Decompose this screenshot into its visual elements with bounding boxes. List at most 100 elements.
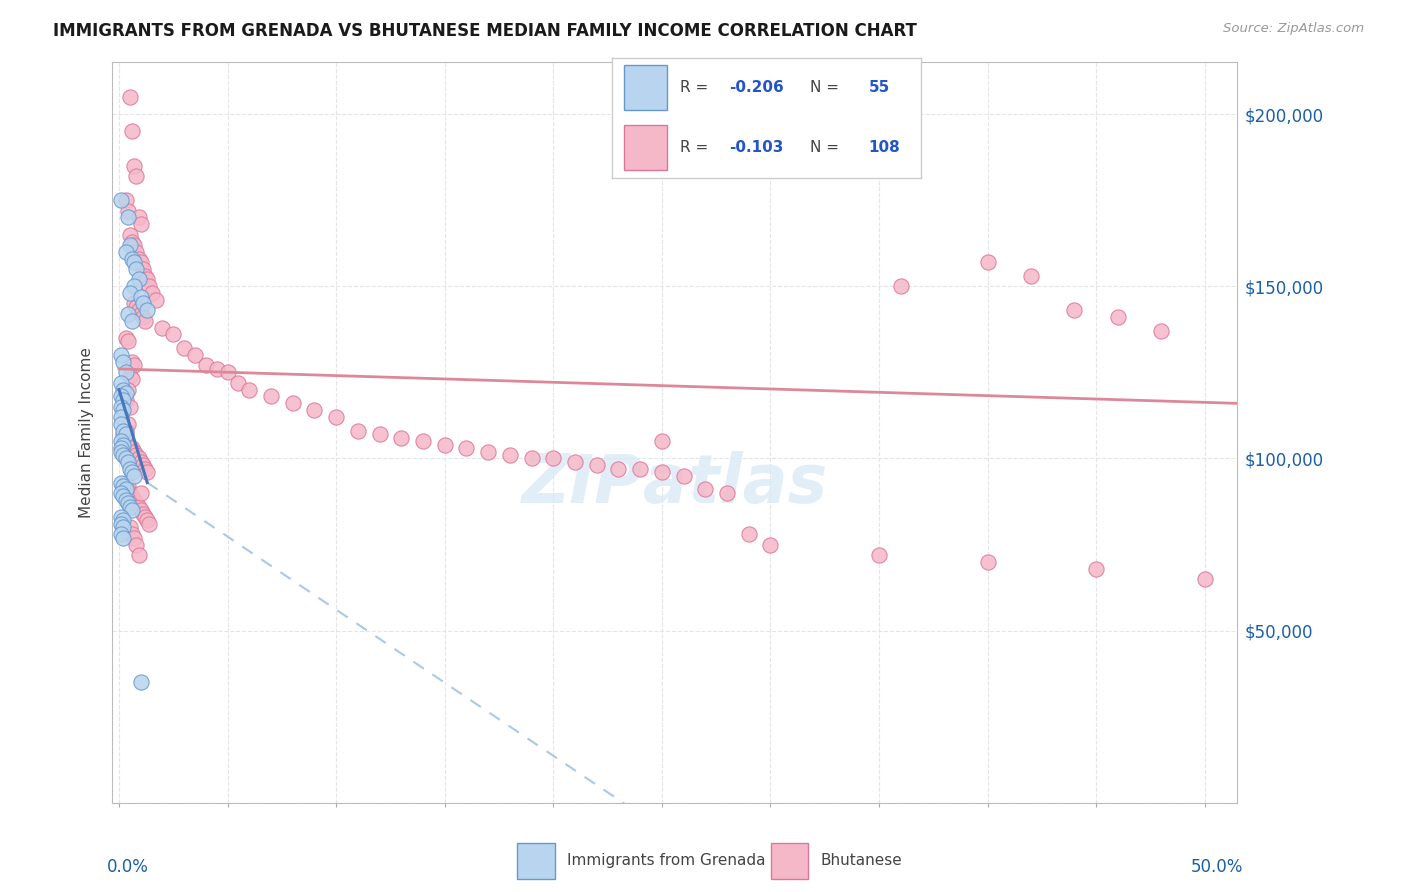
Point — [118, 238, 141, 252]
Point — [138, 279, 160, 293]
Point — [121, 314, 143, 328]
Point — [117, 417, 139, 431]
Point — [651, 434, 673, 449]
Point — [976, 555, 998, 569]
Point — [136, 272, 159, 286]
Point — [368, 427, 391, 442]
Point — [121, 441, 143, 455]
Point — [304, 403, 326, 417]
Point — [132, 296, 155, 310]
Point — [110, 444, 132, 458]
Point — [110, 475, 132, 490]
Point — [122, 492, 145, 507]
Point — [217, 365, 239, 379]
Point — [132, 310, 155, 325]
Point — [125, 537, 148, 551]
Point — [499, 448, 522, 462]
Point — [134, 268, 156, 283]
Point — [433, 438, 456, 452]
Point — [132, 262, 155, 277]
Point — [543, 451, 565, 466]
Point — [134, 462, 156, 476]
Point — [110, 510, 132, 524]
Point — [162, 327, 184, 342]
Point — [132, 507, 155, 521]
Point — [121, 465, 143, 479]
Point — [117, 203, 139, 218]
Point — [145, 293, 167, 307]
Text: 108: 108 — [869, 140, 900, 155]
Point — [122, 255, 145, 269]
Point — [325, 410, 347, 425]
Point — [205, 362, 228, 376]
FancyBboxPatch shape — [624, 65, 668, 110]
Point — [716, 486, 738, 500]
Text: 0.0%: 0.0% — [107, 858, 149, 876]
Point — [173, 341, 195, 355]
Point — [138, 516, 160, 531]
Point — [125, 300, 148, 314]
Point — [117, 383, 139, 397]
Point — [456, 441, 478, 455]
Point — [238, 383, 260, 397]
Point — [118, 90, 141, 104]
Point — [628, 462, 651, 476]
Point — [114, 386, 136, 401]
Point — [112, 531, 135, 545]
Point — [976, 255, 998, 269]
Point — [136, 465, 159, 479]
Point — [114, 244, 136, 259]
Point — [110, 516, 132, 531]
Point — [129, 455, 152, 469]
Point — [128, 500, 150, 514]
Point — [125, 496, 148, 510]
Point — [121, 503, 143, 517]
Point — [112, 427, 135, 442]
Point — [477, 444, 499, 458]
Text: -0.103: -0.103 — [730, 140, 783, 155]
Text: 55: 55 — [869, 80, 890, 95]
Point — [114, 427, 136, 442]
Point — [128, 548, 150, 562]
Point — [118, 500, 141, 514]
Point — [122, 296, 145, 310]
Point — [110, 400, 132, 414]
Point — [134, 314, 156, 328]
Point — [136, 513, 159, 527]
Point — [651, 465, 673, 479]
Point — [122, 238, 145, 252]
Point — [389, 431, 412, 445]
Point — [117, 496, 139, 510]
Point — [114, 193, 136, 207]
Point — [868, 548, 890, 562]
Point — [112, 438, 135, 452]
Point — [672, 468, 695, 483]
Point — [118, 400, 141, 414]
Point — [228, 376, 250, 390]
Point — [110, 527, 132, 541]
Point — [110, 348, 132, 362]
Point — [118, 286, 141, 301]
Point — [129, 290, 152, 304]
Point — [117, 211, 139, 225]
Point — [129, 675, 152, 690]
Point — [1019, 268, 1042, 283]
Point — [121, 235, 143, 249]
Point — [129, 255, 152, 269]
Point — [112, 383, 135, 397]
Point — [412, 434, 434, 449]
Point — [520, 451, 543, 466]
Point — [695, 483, 717, 497]
Point — [110, 434, 132, 449]
Point — [112, 479, 135, 493]
Point — [1085, 561, 1108, 575]
Point — [118, 227, 141, 242]
FancyBboxPatch shape — [770, 843, 808, 879]
Point — [121, 355, 143, 369]
Point — [129, 503, 152, 517]
Point — [759, 537, 782, 551]
Point — [122, 279, 145, 293]
Point — [114, 451, 136, 466]
Text: R =: R = — [679, 80, 713, 95]
Point — [114, 392, 136, 407]
